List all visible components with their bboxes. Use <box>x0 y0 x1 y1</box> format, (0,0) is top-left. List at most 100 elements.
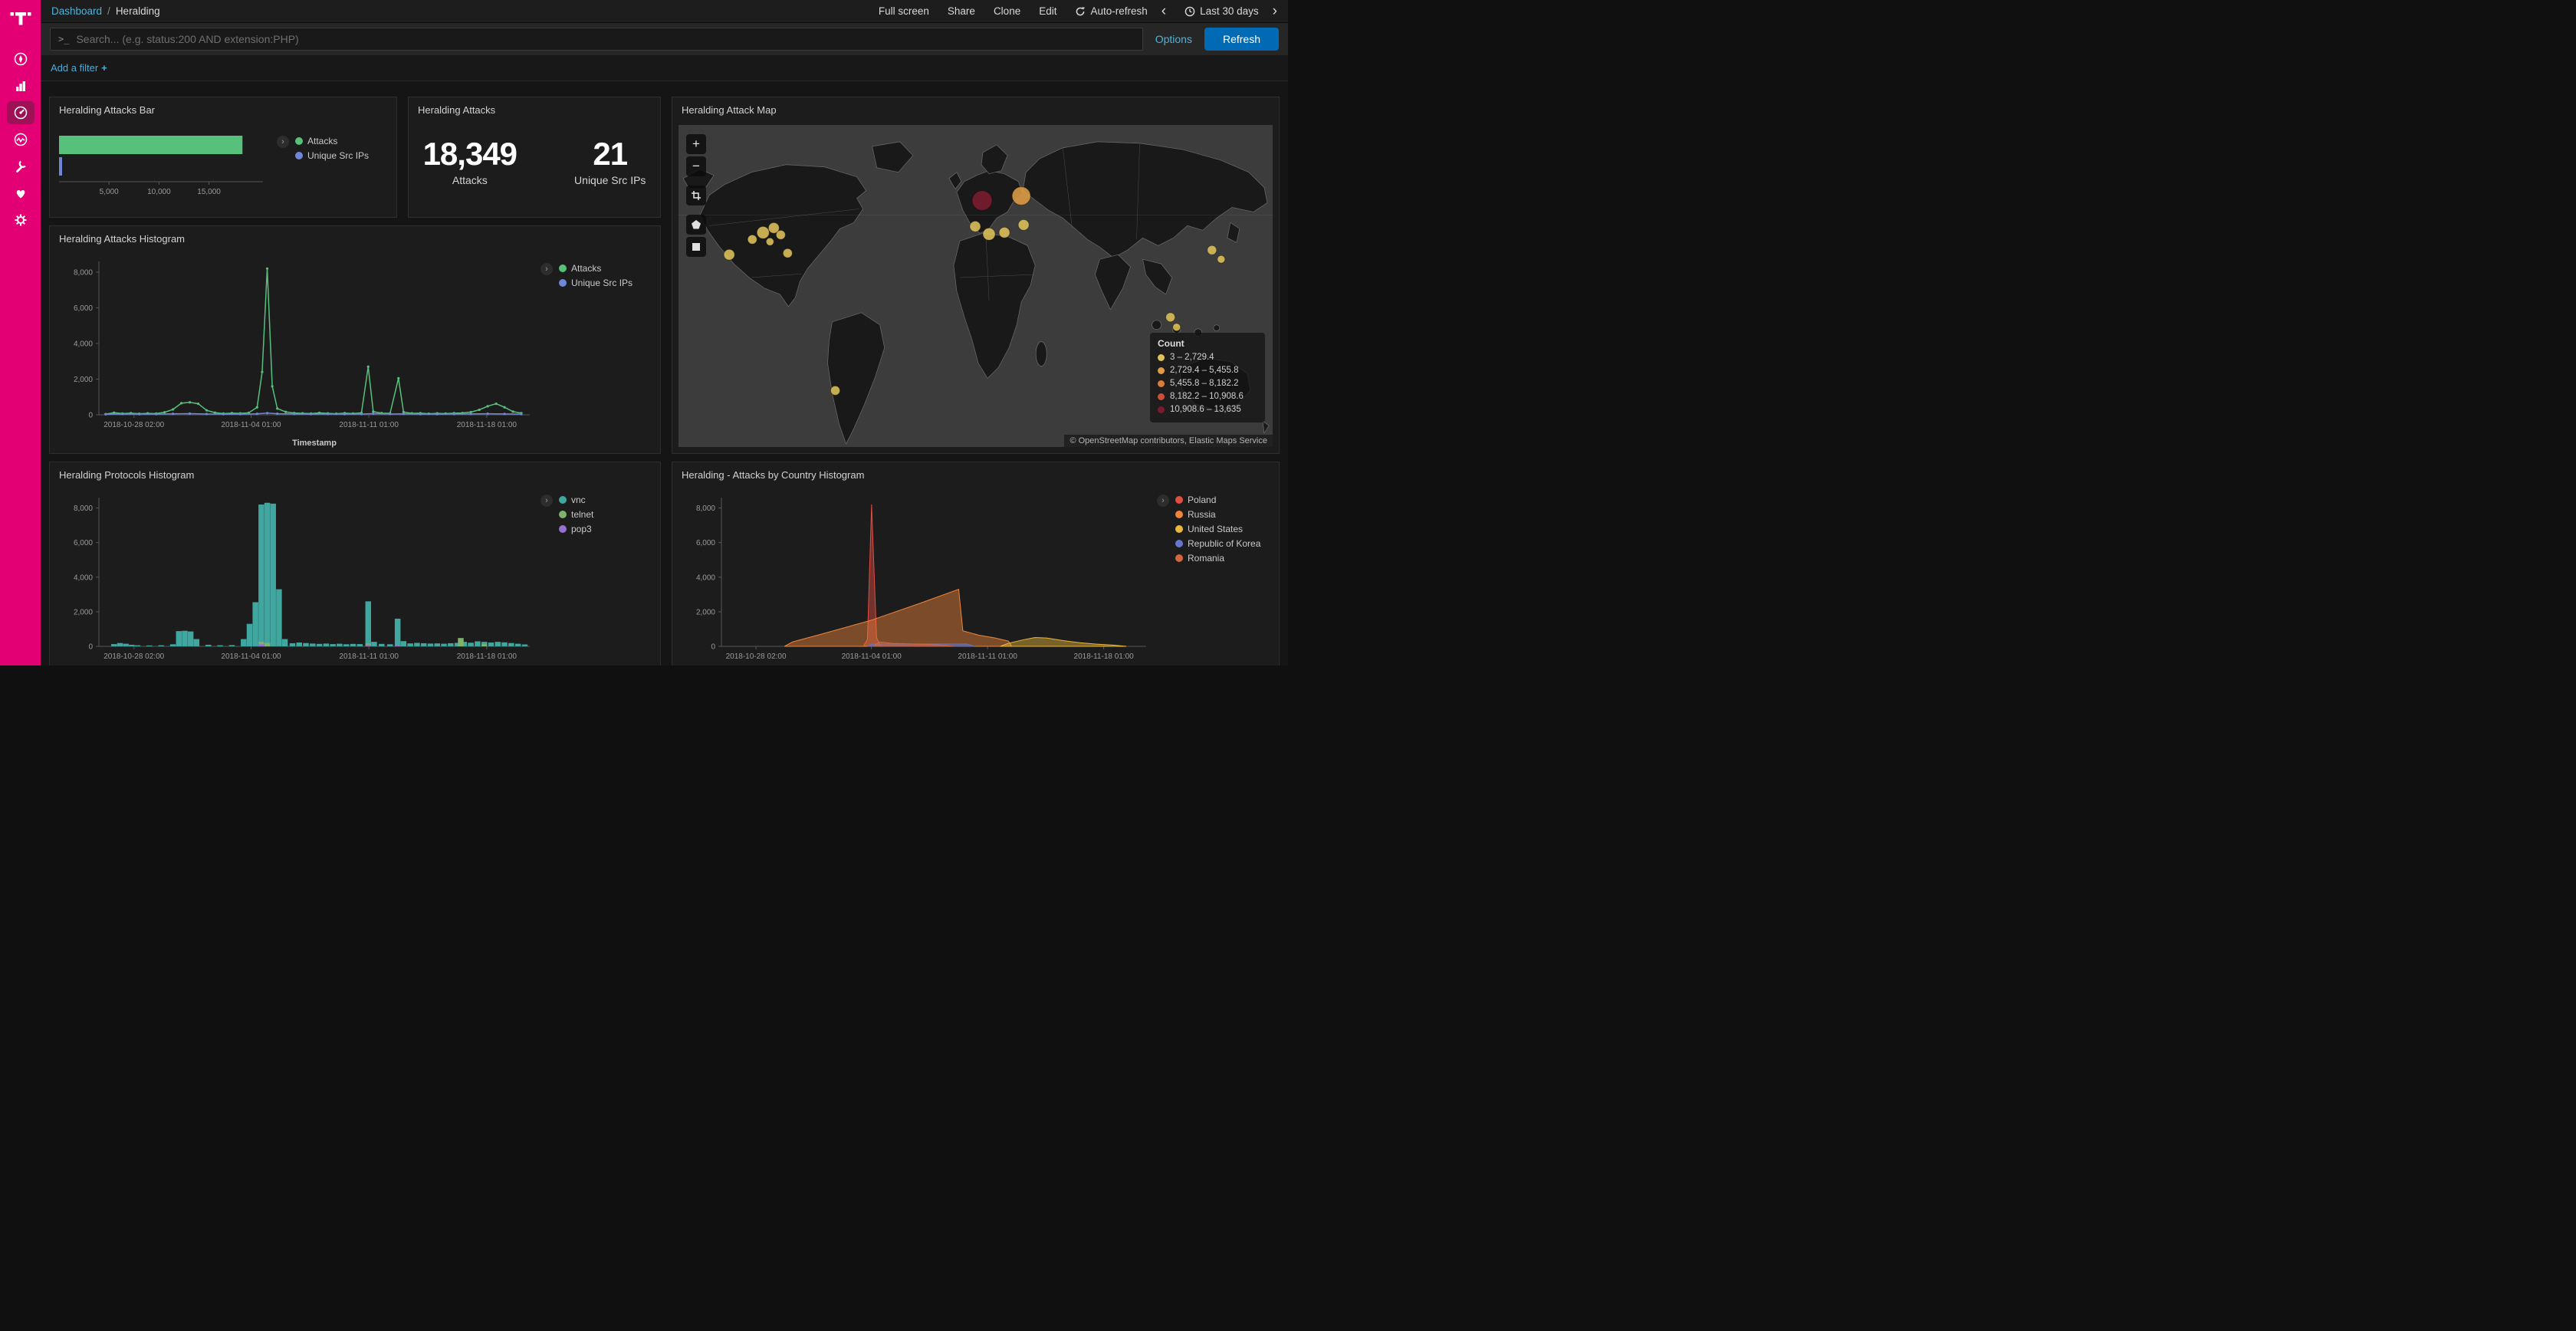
attack-marker[interactable] <box>1166 313 1175 322</box>
metric-attacks: 18,349 Attacks <box>423 136 517 186</box>
navbar-actions: Full screen Share Clone Edit Auto-refres… <box>860 4 1277 18</box>
attack-marker[interactable] <box>766 238 774 245</box>
share-button[interactable]: Share <box>948 5 975 17</box>
legend-label: Republic of Korea <box>1188 538 1260 549</box>
attack-marker[interactable] <box>983 228 995 240</box>
attack-marker[interactable] <box>1208 245 1217 255</box>
wrench-icon <box>13 159 28 174</box>
time-back-chevron-icon[interactable]: ‹ <box>1162 4 1166 18</box>
metric-unique-src-ips: 21 Unique Src IPs <box>574 136 646 186</box>
sidebar-item-dashboard[interactable] <box>7 101 34 124</box>
auto-refresh-button[interactable]: Auto-refresh <box>1075 5 1147 17</box>
panel-attacks-metric: Heralding Attacks 18,349 Attacks 21 Uniq… <box>408 97 661 218</box>
attack-marker[interactable] <box>972 191 992 211</box>
legend-toggle-icon[interactable]: › <box>540 263 553 275</box>
svg-text:8,000: 8,000 <box>696 504 715 513</box>
dashboard-grid: Heralding Attacks Bar 5,00010,00015,000 … <box>41 81 1288 666</box>
legend-dot-icon <box>559 525 567 533</box>
legend-item[interactable]: Attacks <box>295 136 369 146</box>
sidebar-item-visualize[interactable] <box>7 74 34 97</box>
draw-polygon-button[interactable] <box>686 215 706 235</box>
metric-label: Unique Src IPs <box>574 174 646 186</box>
attack-marker[interactable] <box>970 221 981 232</box>
map-legend-range: 3 – 2,729.4 <box>1170 351 1214 364</box>
attack-marker[interactable] <box>1018 219 1029 230</box>
world-map[interactable]: + − <box>678 125 1273 447</box>
time-forward-chevron-icon[interactable]: › <box>1273 4 1277 18</box>
sidebar-item-management[interactable] <box>7 209 34 232</box>
chart-legend: › Attacks Unique Src IPs <box>277 136 369 161</box>
map-legend: Count 3 – 2,729.42,729.4 – 5,455.85,455.… <box>1150 333 1265 422</box>
legend-toggle-icon[interactable]: › <box>540 495 553 507</box>
legend-item[interactable]: Attacks <box>559 263 632 274</box>
panel-title: Heralding Attack Map <box>672 97 1279 119</box>
attack-marker[interactable] <box>776 230 785 239</box>
attack-marker[interactable] <box>783 248 792 258</box>
search-input[interactable] <box>76 33 1134 45</box>
options-link[interactable]: Options <box>1155 33 1192 45</box>
legend-toggle-icon[interactable]: › <box>1157 495 1169 507</box>
zoom-out-button[interactable]: − <box>686 156 706 176</box>
legend-toggle-icon[interactable]: › <box>277 136 289 148</box>
attack-marker[interactable] <box>831 386 840 395</box>
svg-text:2018-10-28 02:00: 2018-10-28 02:00 <box>104 421 164 429</box>
attack-marker[interactable] <box>1173 324 1181 331</box>
map-legend-title: Count <box>1158 338 1257 349</box>
attack-marker[interactable] <box>748 235 757 244</box>
sidebar-item-dev-tools[interactable] <box>7 155 34 178</box>
breadcrumb-dashboard-link[interactable]: Dashboard <box>51 5 102 17</box>
time-picker[interactable]: Last 30 days <box>1184 5 1259 17</box>
refresh-cycle-icon <box>1075 6 1086 17</box>
attack-marker[interactable] <box>999 227 1010 238</box>
search-bar-row: >_ Options Refresh <box>41 23 1288 55</box>
legend-item[interactable]: Unique Src IPs <box>295 150 369 161</box>
legend-dot-icon <box>1175 525 1183 533</box>
edit-button[interactable]: Edit <box>1039 5 1056 17</box>
panel-title: Heralding - Attacks by Country Histogram <box>672 462 1279 484</box>
add-filter-link[interactable]: Add a filter+ <box>51 62 107 74</box>
map-legend-item: 2,729.4 – 5,455.8 <box>1158 364 1257 377</box>
legend-item[interactable]: vnc <box>559 495 593 505</box>
legend-item[interactable]: telnet <box>559 509 593 520</box>
legend-label: Unique Src IPs <box>307 150 369 161</box>
svg-text:0: 0 <box>88 643 93 652</box>
attack-marker[interactable] <box>1217 255 1225 263</box>
legend-item[interactable]: Unique Src IPs <box>559 278 632 288</box>
legend-item[interactable]: pop3 <box>559 524 593 534</box>
legend-item[interactable]: Poland <box>1175 495 1260 505</box>
full-screen-button[interactable]: Full screen <box>879 5 929 17</box>
svg-text:2018-11-11 01:00: 2018-11-11 01:00 <box>958 652 1017 661</box>
polygon-icon <box>691 219 702 230</box>
telekom-logo[interactable] <box>8 6 33 31</box>
sidebar-item-timelion[interactable] <box>7 128 34 151</box>
legend-item[interactable]: United States <box>1175 524 1260 534</box>
zoom-in-button[interactable]: + <box>686 134 706 154</box>
sidebar-item-discover[interactable] <box>7 48 34 71</box>
attack-marker[interactable] <box>724 249 734 260</box>
legend-item[interactable]: Republic of Korea <box>1175 538 1260 549</box>
legend-dot-icon <box>559 511 567 518</box>
legend-label: pop3 <box>571 524 592 534</box>
attacks-line-chart[interactable]: 02,0004,0006,0008,0002018-10-28 02:00201… <box>54 252 536 450</box>
attack-marker[interactable] <box>757 226 769 238</box>
map-legend-range: 5,455.8 – 8,182.2 <box>1170 377 1239 390</box>
draw-rectangle-button[interactable] <box>686 237 706 257</box>
clone-button[interactable]: Clone <box>994 5 1020 17</box>
legend-item[interactable]: Romania <box>1175 553 1260 564</box>
legend-label: Romania <box>1188 553 1224 564</box>
protocols-bar-chart[interactable]: 02,0004,0006,0008,0002018-10-28 02:00201… <box>54 488 536 666</box>
legend-dot-icon <box>559 265 567 272</box>
attacks-bar-chart[interactable]: 5,00010,00015,000 <box>54 131 278 205</box>
heartbeat-icon <box>13 186 28 201</box>
legend-item[interactable]: Russia <box>1175 509 1260 520</box>
panel-attacks-histogram: Heralding Attacks Histogram 02,0004,0006… <box>49 225 661 454</box>
fit-bounds-button[interactable] <box>686 186 706 205</box>
sidebar-item-monitoring[interactable] <box>7 182 34 205</box>
country-area-chart[interactable]: 02,0004,0006,0008,0002018-10-28 02:00201… <box>677 488 1152 666</box>
svg-text:8,000: 8,000 <box>74 268 93 277</box>
attack-marker[interactable] <box>1012 187 1030 205</box>
map-legend-items: 3 – 2,729.42,729.4 – 5,455.85,455.8 – 8,… <box>1158 351 1257 416</box>
telekom-t-icon <box>9 7 32 30</box>
timelion-icon <box>13 132 28 147</box>
refresh-button[interactable]: Refresh <box>1204 28 1279 51</box>
